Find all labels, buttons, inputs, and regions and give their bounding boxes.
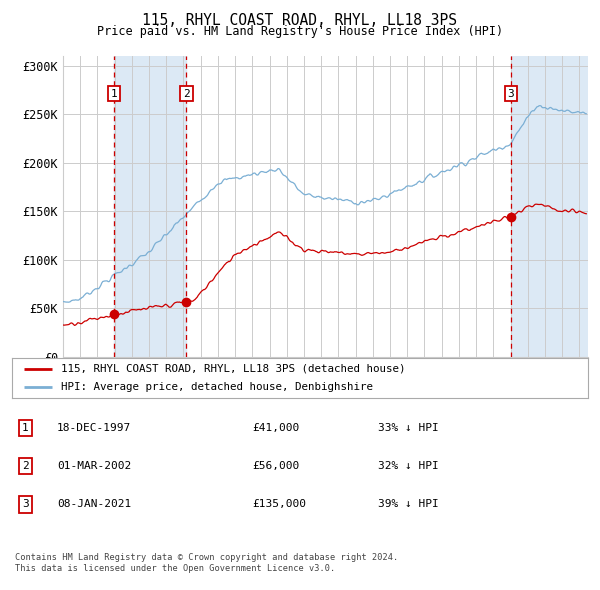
Text: This data is licensed under the Open Government Licence v3.0.: This data is licensed under the Open Gov…	[15, 565, 335, 573]
Text: 18-DEC-1997: 18-DEC-1997	[57, 423, 131, 432]
Text: Price paid vs. HM Land Registry's House Price Index (HPI): Price paid vs. HM Land Registry's House …	[97, 25, 503, 38]
Text: 1: 1	[110, 88, 118, 99]
Text: 3: 3	[22, 500, 29, 509]
Text: 2: 2	[183, 88, 190, 99]
Text: 39% ↓ HPI: 39% ↓ HPI	[378, 500, 439, 509]
Text: 3: 3	[508, 88, 514, 99]
Text: 1: 1	[22, 423, 29, 432]
Bar	[114, 56, 187, 357]
Text: 01-MAR-2002: 01-MAR-2002	[57, 461, 131, 471]
Text: Contains HM Land Registry data © Crown copyright and database right 2024.: Contains HM Land Registry data © Crown c…	[15, 553, 398, 562]
Text: 115, RHYL COAST ROAD, RHYL, LL18 3PS (detached house): 115, RHYL COAST ROAD, RHYL, LL18 3PS (de…	[61, 364, 406, 374]
Text: HPI: Average price, detached house, Denbighshire: HPI: Average price, detached house, Denb…	[61, 382, 373, 392]
Text: 32% ↓ HPI: 32% ↓ HPI	[378, 461, 439, 471]
Bar	[511, 56, 588, 357]
Text: £135,000: £135,000	[252, 500, 306, 509]
Text: 08-JAN-2021: 08-JAN-2021	[57, 500, 131, 509]
Text: 115, RHYL COAST ROAD, RHYL, LL18 3PS: 115, RHYL COAST ROAD, RHYL, LL18 3PS	[143, 13, 458, 28]
Text: 33% ↓ HPI: 33% ↓ HPI	[378, 423, 439, 432]
Text: £41,000: £41,000	[252, 423, 299, 432]
Text: 2: 2	[22, 461, 29, 471]
Text: £56,000: £56,000	[252, 461, 299, 471]
